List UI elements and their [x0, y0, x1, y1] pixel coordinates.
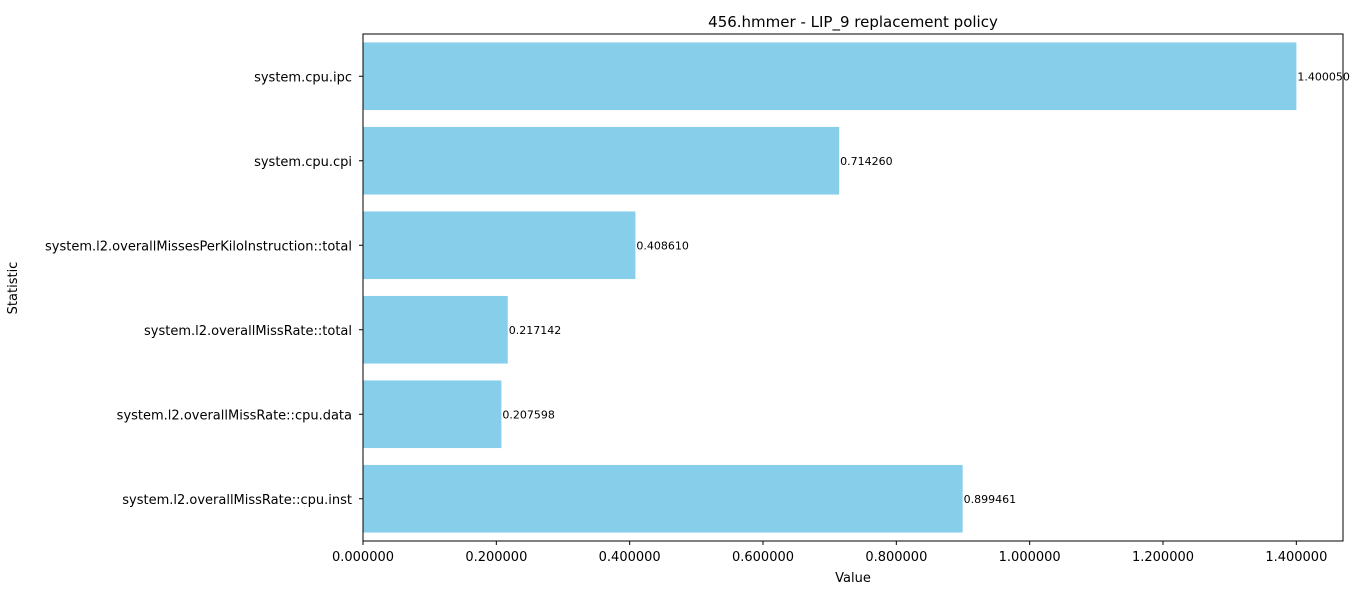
x-tick-label: 1.200000: [1132, 550, 1194, 565]
plot-area: 1.400050 system.cpu.ipc 0.714260 system.cpu…: [45, 42, 1350, 565]
data-label: 0.714260: [840, 155, 893, 168]
x-tick-label: 1.400000: [1265, 550, 1327, 565]
data-label: 0.899461: [964, 493, 1017, 506]
y-tick-label: system.cpu.ipc: [254, 70, 352, 85]
bar: [363, 464, 963, 533]
bar: [363, 295, 508, 364]
x-tick-label: 0.800000: [865, 550, 927, 565]
y-tick-label: system.l2.overallMissRate::cpu.inst: [122, 493, 352, 508]
bar: [363, 380, 502, 449]
data-label: 0.207598: [502, 408, 555, 421]
x-axis-label: Value: [835, 571, 871, 586]
y-axis-label: Statistic: [6, 262, 21, 315]
data-label: 1.400050: [1297, 70, 1350, 83]
bar: [363, 126, 840, 195]
x-tick-label: 0.400000: [599, 550, 661, 565]
x-tick-label: 0.200000: [465, 550, 527, 565]
x-tick-label: 0.000000: [332, 550, 394, 565]
x-tick-label: 0.600000: [732, 550, 794, 565]
y-tick-label: system.l2.overallMissesPerKiloInstructio…: [45, 239, 352, 254]
chart-title: 456.hmmer - LIP_9 replacement policy: [708, 13, 998, 32]
bar: [363, 42, 1297, 111]
y-tick-label: system.l2.overallMissRate::total: [144, 324, 352, 339]
plot-frame: [362, 33, 1344, 542]
bar: [363, 211, 636, 280]
data-label: 0.217142: [509, 324, 562, 337]
y-tick-label: system.l2.overallMissRate::cpu.data: [117, 408, 352, 423]
x-tick-label: 1.000000: [999, 550, 1061, 565]
y-tick-label: system.cpu.cpi: [254, 155, 352, 170]
data-label: 0.408610: [636, 239, 689, 252]
